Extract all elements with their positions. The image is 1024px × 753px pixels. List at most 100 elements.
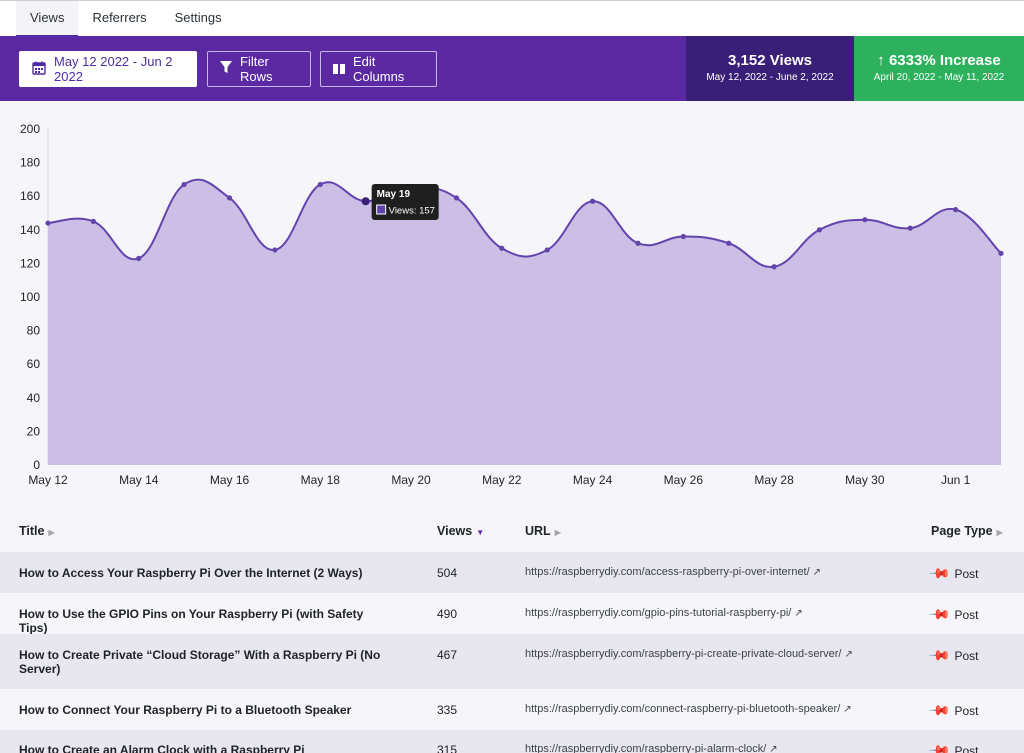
row-title[interactable]: How to Use the GPIO Pins on Your Raspber… [19, 607, 364, 635]
date-range-button[interactable]: May 12 2022 - Jun 2 2022 [19, 51, 197, 87]
tab-bar: Views Referrers Settings [0, 0, 1024, 37]
x-tick-label: May 20 [391, 473, 431, 487]
row-url-text: https://raspberrydiy.com/connect-raspber… [525, 703, 841, 715]
row-views: 504 [437, 566, 458, 580]
row-views: 490 [437, 607, 458, 621]
total-views-stat: 3,152 Views May 12, 2022 - June 2, 2022 [686, 36, 854, 101]
table-row: How to Access Your Raspberry Pi Over the… [0, 552, 1024, 593]
tooltip-box [371, 184, 439, 220]
edit-columns-label: Edit Columns [353, 54, 405, 84]
y-tick-label: 40 [27, 391, 41, 405]
row-title[interactable]: How to Connect Your Raspberry Pi to a Bl… [19, 703, 352, 717]
external-link-icon[interactable]: ↗ [843, 704, 852, 715]
total-views-range: May 12, 2022 - June 2, 2022 [706, 72, 834, 83]
tab-settings[interactable]: Settings [174, 10, 222, 25]
x-tick-label: May 14 [119, 473, 159, 487]
tooltip-label: Views: 157 [389, 206, 435, 217]
row-page-type: 📌 Post [928, 561, 978, 585]
data-point [453, 195, 460, 201]
sort-arrow-icon: ▶ [554, 528, 561, 537]
data-point [635, 240, 641, 246]
row-page-type-label: Post [954, 743, 979, 753]
views-line [47, 178, 1002, 268]
data-point [90, 218, 96, 224]
sort-arrow-icon: ▶ [996, 528, 1003, 537]
row-page-type-label: Post [954, 648, 979, 663]
row-url-text: https://raspberrydiy.com/raspberry-pi-al… [525, 743, 767, 753]
pin-icon: 📌 [928, 738, 952, 753]
data-point [181, 181, 187, 188]
edit-columns-button[interactable]: Edit Columns [320, 51, 437, 87]
tab-views[interactable]: Views [16, 1, 79, 37]
y-tick-label: 160 [20, 189, 40, 203]
data-point [953, 207, 959, 213]
pin-icon: 📌 [928, 698, 952, 722]
row-url[interactable]: https://raspberrydiy.com/raspberry-pi-cr… [525, 648, 853, 660]
column-header-title[interactable]: Title ▶ [19, 524, 55, 538]
external-link-icon[interactable]: ↗ [812, 567, 822, 578]
row-url-text: https://raspberrydiy.com/gpio-pins-tutor… [525, 607, 792, 619]
column-views-label: Views [437, 524, 473, 538]
increase-range: April 20, 2022 - May 11, 2022 [873, 72, 1005, 83]
table-row: How to Create Private “Cloud Storage” Wi… [0, 634, 1024, 689]
row-title[interactable]: How to Access Your Raspberry Pi Over the… [19, 566, 363, 580]
y-tick-label: 180 [20, 156, 40, 170]
y-tick-label: 100 [20, 290, 40, 304]
increase-stat: ↑ 6333% Increase April 20, 2022 - May 11… [854, 36, 1024, 101]
data-point [226, 195, 233, 201]
calendar-icon [32, 61, 46, 78]
row-url-text: https://raspberrydiy.com/access-raspberr… [525, 566, 810, 578]
column-header-url[interactable]: URL ▶ [525, 524, 561, 538]
column-url-label: URL [525, 524, 551, 538]
tooltip-title: May 19 [377, 189, 411, 200]
columns-icon [333, 62, 345, 77]
data-point [544, 247, 550, 253]
column-title-label: Title [19, 524, 45, 538]
tooltip-swatch [376, 204, 387, 215]
column-header-page-type[interactable]: Page Type ▶ [931, 524, 1003, 538]
data-point [272, 247, 278, 253]
row-url[interactable]: https://raspberrydiy.com/access-raspberr… [525, 566, 821, 578]
filter-rows-button[interactable]: Filter Rows [207, 51, 311, 87]
row-page-type-label: Post [954, 703, 979, 718]
increase-value-row: ↑ 6333% Increase [854, 52, 1024, 69]
row-url[interactable]: https://raspberrydiy.com/connect-raspber… [525, 703, 852, 715]
y-tick-label: 20 [27, 424, 41, 438]
row-page-type: 📌 Post [928, 698, 979, 722]
filter-icon [220, 61, 232, 77]
total-views-value: 3,152 Views [728, 52, 812, 69]
views-chart-svg: 0 20 40 60 80 100 120 140 160 180 200 May 12 May 14 M… [20, 122, 1004, 487]
x-tick-label: May 26 [664, 473, 704, 487]
x-tick-label: May 30 [845, 473, 885, 487]
views-chart: 0 20 40 60 80 100 120 140 160 180 200 May 12 May 14 M… [0, 101, 1024, 506]
filter-rows-label: Filter Rows [240, 54, 273, 84]
data-point [589, 198, 596, 204]
data-point [726, 240, 732, 246]
tab-referrers[interactable]: Referrers [92, 10, 147, 25]
highlighted-point [361, 197, 370, 206]
table-row: How to Connect Your Raspberry Pi to a Bl… [0, 689, 1024, 730]
external-link-icon[interactable]: ↗ [794, 608, 803, 619]
y-tick-label: 200 [20, 122, 40, 136]
row-url[interactable]: https://raspberrydiy.com/raspberry-pi-al… [525, 743, 778, 753]
x-tick-label: May 24 [573, 473, 613, 487]
row-url-text: https://raspberrydiy.com/raspberry-pi-cr… [525, 648, 842, 660]
row-title[interactable]: How to Create an Alarm Clock with a Rasp… [19, 743, 305, 753]
arrow-up-icon: ↑ [877, 52, 889, 69]
table-row: How to Use the GPIO Pins on Your Raspber… [0, 593, 1024, 635]
row-url[interactable]: https://raspberrydiy.com/gpio-pins-tutor… [525, 607, 803, 619]
sort-arrow-icon: ▶ [48, 528, 55, 537]
row-title[interactable]: How to Create Private “Cloud Storage” Wi… [19, 648, 381, 676]
external-link-icon[interactable]: ↗ [769, 744, 778, 753]
data-point [45, 220, 51, 226]
external-link-icon[interactable]: ↗ [844, 649, 853, 660]
x-tick-label: May 22 [482, 473, 522, 487]
row-page-type: 📌 Post [928, 738, 979, 753]
row-views: 315 [437, 743, 458, 753]
table-header: Title ▶ Views ▼ URL ▶ Page Type ▶ [0, 506, 1024, 552]
y-tick-label: 120 [20, 256, 40, 270]
data-point [136, 255, 142, 261]
data-point [317, 181, 323, 188]
y-tick-label: 80 [27, 324, 41, 338]
column-header-views[interactable]: Views ▼ [437, 524, 484, 538]
